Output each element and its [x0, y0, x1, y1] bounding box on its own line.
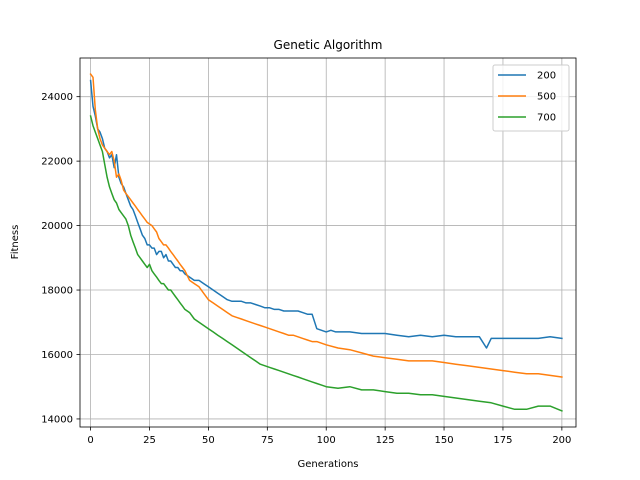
x-tick-label: 100 [317, 435, 336, 446]
legend: 200 500 700 [492, 64, 570, 132]
x-tick-label: 25 [143, 435, 156, 446]
legend-label-700: 700 [537, 113, 556, 124]
x-tick-label: 150 [435, 435, 454, 446]
plot-frame [79, 57, 577, 428]
x-tick-label: 75 [261, 435, 274, 446]
legend-box [492, 64, 570, 132]
series-line-200 [89, 79, 563, 349]
y-tick-label: 16000 [41, 350, 73, 361]
chart-title: Genetic Algorithm [274, 38, 383, 52]
axis-ticks: 0 25 50 75 100 125 150 175 200 14000 16000 18000 200… [41, 92, 571, 446]
y-tick-label: 20000 [41, 221, 73, 232]
series-line-700 [89, 115, 563, 412]
y-tick-label: 18000 [41, 286, 73, 297]
x-tick-label: 175 [493, 435, 512, 446]
y-axis-label: Fitness [10, 225, 21, 260]
series-line-500 [89, 73, 563, 378]
series-lines [89, 73, 563, 412]
y-tick-label: 24000 [41, 92, 73, 103]
x-tick-label: 0 [87, 435, 93, 446]
legend-label-500: 500 [537, 92, 556, 103]
y-tick-label: 14000 [41, 414, 73, 425]
y-tick-label: 22000 [41, 157, 73, 168]
x-tick-label: 50 [202, 435, 215, 446]
x-tick-label: 200 [552, 435, 571, 446]
x-tick-label: 125 [376, 435, 395, 446]
legend-label-200: 200 [537, 71, 556, 82]
x-axis-label: Generations [298, 459, 359, 470]
